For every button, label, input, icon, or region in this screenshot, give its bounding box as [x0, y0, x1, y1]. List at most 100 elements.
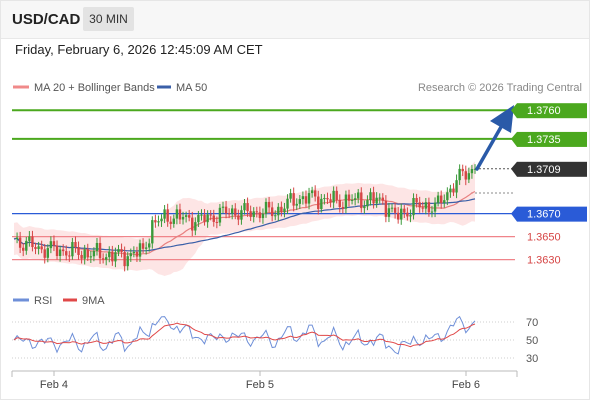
rsi-ma-legend-label: 9MA: [82, 295, 105, 307]
candle: [280, 201, 283, 217]
candle: [320, 193, 323, 213]
candle: [101, 253, 105, 264]
candle: [129, 248, 132, 262]
candle: [169, 216, 172, 230]
level-value: 1.3735: [527, 134, 561, 146]
chart-header: USD/CAD 30 MIN: [1, 1, 589, 39]
level-label-1-3760: 1.3760: [511, 103, 587, 119]
candle: [341, 201, 345, 214]
candle: [89, 250, 93, 264]
candle: [37, 241, 40, 255]
candle: [372, 186, 375, 209]
candle: [298, 194, 302, 209]
candle: [313, 185, 317, 202]
candle: [243, 198, 246, 215]
candle: [234, 203, 237, 220]
candle: [317, 190, 320, 215]
rsi-panel: 70 50 30: [12, 315, 538, 365]
candle: [470, 164, 474, 179]
timeframe-badge[interactable]: 30 MIN: [83, 7, 134, 31]
candle: [381, 193, 384, 205]
candle: [267, 196, 271, 213]
candle: [28, 231, 31, 247]
candle: [301, 191, 305, 205]
candle: [446, 187, 449, 206]
candle: [166, 203, 169, 227]
candle: [387, 202, 391, 223]
candle: [400, 203, 403, 225]
candle: [246, 197, 249, 217]
level-label-1-3735: 1.3735: [511, 131, 587, 147]
candle: [175, 204, 179, 225]
candle: [52, 235, 56, 252]
legend-ma50-label: MA 50: [176, 82, 207, 94]
level-label-1-3630: 1.3630: [527, 255, 561, 267]
candle: [353, 193, 357, 206]
candle: [212, 209, 215, 227]
bollinger-bands: [14, 161, 475, 276]
candle: [326, 192, 329, 205]
legend-ma20-label: MA 20 + Bollinger Bands: [34, 82, 155, 94]
candle: [332, 186, 335, 209]
candle: [227, 208, 231, 219]
candle: [473, 164, 477, 174]
candle: [77, 241, 80, 260]
candle: [415, 193, 418, 208]
candle: [329, 193, 332, 208]
candle: [258, 206, 262, 223]
candle: [335, 186, 338, 204]
candle: [255, 206, 258, 218]
level-value: 1.3650: [527, 232, 561, 244]
candle: [111, 245, 114, 266]
candle: [25, 236, 28, 255]
moving-averages: [13, 190, 476, 256]
candle: [22, 242, 25, 257]
candle: [344, 190, 348, 214]
candle: [224, 200, 228, 219]
candle: [289, 188, 292, 203]
candle: [396, 207, 400, 224]
candle: [74, 236, 77, 253]
candle: [366, 195, 369, 211]
candle: [403, 205, 406, 219]
candle: [464, 165, 467, 186]
level-label-1-3650: 1.3650: [527, 232, 561, 244]
chart-datetime: Friday, February 6, 2026 12:45:09 AM CET: [15, 42, 263, 57]
candle: [68, 250, 71, 262]
legend-credit: Research © 2026 Trading Central: [418, 82, 582, 94]
candle: [120, 243, 123, 258]
candle: [393, 202, 397, 219]
rsi-legend-label: RSI: [34, 295, 52, 307]
candle: [421, 201, 424, 213]
candle: [310, 186, 314, 198]
candle: [58, 245, 62, 262]
level-value: 1.3670: [527, 209, 561, 221]
candle: [86, 243, 89, 261]
candle: [191, 211, 194, 237]
candle: [449, 184, 452, 198]
candle: [363, 200, 366, 214]
candles: [15, 164, 477, 272]
candle: [95, 237, 99, 256]
candle: [350, 194, 354, 205]
candle: [347, 189, 351, 207]
candle: [424, 198, 428, 215]
level-label-1-3670: 1.3670: [511, 206, 587, 222]
price-levels: [12, 109, 515, 261]
candle: [436, 191, 440, 207]
candle: [108, 246, 111, 263]
candle: [433, 197, 437, 218]
candle: [307, 187, 311, 210]
level-value: 1.3760: [527, 105, 561, 117]
candle: [390, 203, 394, 213]
candle: [200, 209, 203, 221]
candle: [215, 216, 219, 229]
candle: [406, 207, 409, 221]
candle: [197, 210, 200, 227]
candle: [49, 236, 53, 254]
candle: [154, 214, 157, 228]
candle: [203, 209, 206, 226]
candle: [338, 194, 341, 213]
candle: [157, 215, 160, 227]
candle: [304, 190, 308, 208]
